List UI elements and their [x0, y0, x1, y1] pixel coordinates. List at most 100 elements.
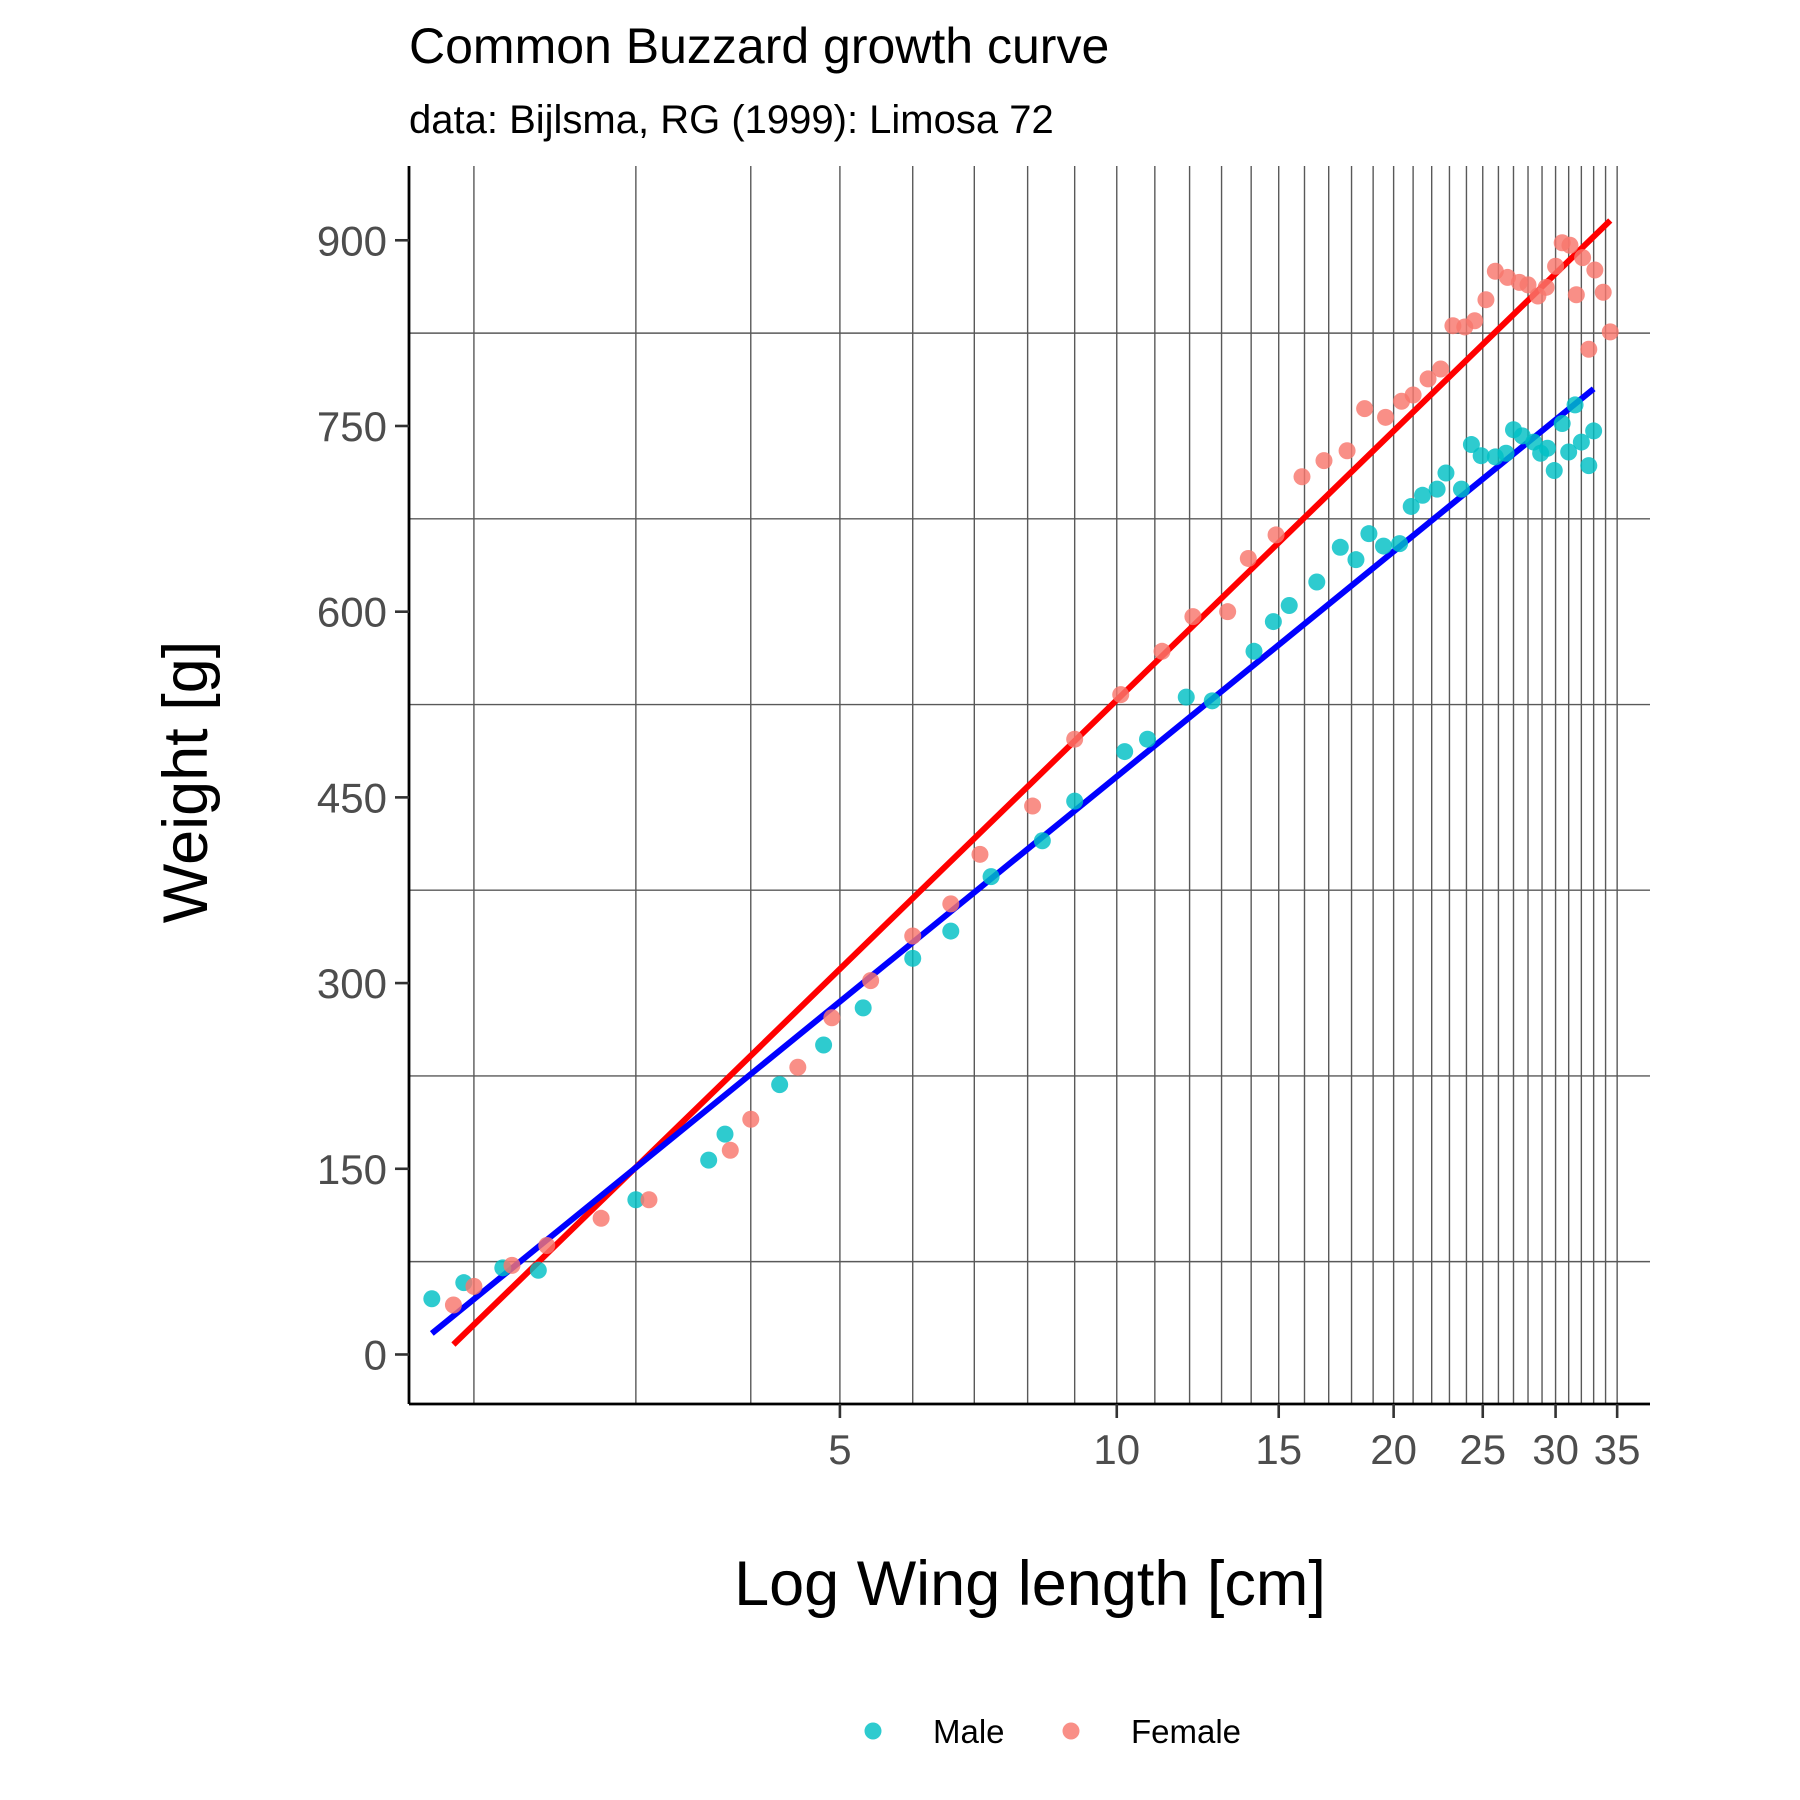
x-tick-label: 20 — [1370, 1426, 1417, 1473]
point-male — [1560, 443, 1578, 461]
point-male — [1264, 613, 1282, 631]
y-tick-label: 450 — [317, 774, 387, 821]
point-female — [1153, 642, 1171, 660]
point-male — [1308, 573, 1326, 591]
point-female — [1601, 323, 1619, 341]
point-female — [1432, 360, 1450, 378]
point-male — [423, 1290, 441, 1308]
point-female — [1024, 797, 1042, 815]
point-female — [1574, 249, 1592, 267]
point-female — [1404, 386, 1422, 404]
point-female — [789, 1058, 807, 1076]
point-male — [700, 1151, 718, 1169]
point-male — [1066, 792, 1084, 810]
point-male — [1245, 642, 1263, 660]
point-female — [1377, 408, 1395, 426]
point-male — [1452, 480, 1470, 498]
point-female — [592, 1209, 610, 1227]
point-male — [1428, 480, 1446, 498]
point-female — [1419, 370, 1437, 388]
point-male — [1280, 596, 1298, 614]
point-male — [1414, 486, 1432, 504]
point-male — [1375, 537, 1393, 555]
legend: Male Female — [864, 1713, 1241, 1750]
point-male — [1203, 692, 1221, 710]
legend-key-male — [864, 1722, 882, 1740]
point-female — [1466, 312, 1484, 330]
point-male — [1347, 551, 1365, 569]
point-male — [529, 1261, 547, 1279]
point-female — [1293, 468, 1311, 486]
x-tick-label: 5 — [828, 1426, 851, 1473]
point-male — [627, 1191, 645, 1209]
point-female — [862, 972, 880, 990]
point-male — [1116, 743, 1134, 761]
point-female — [1239, 549, 1257, 567]
y-axis-title: Weight [g] — [151, 641, 221, 924]
chart-subtitle: data: Bijlsma, RG (1999): Limosa 72 — [409, 98, 1054, 142]
point-female — [823, 1009, 841, 1027]
point-female — [1315, 452, 1333, 470]
point-female — [503, 1256, 521, 1274]
point-male — [1391, 535, 1409, 553]
point-female — [904, 927, 922, 945]
legend-key-female — [1062, 1722, 1080, 1740]
point-female — [538, 1237, 556, 1255]
point-male — [1539, 439, 1557, 457]
point-male — [1437, 464, 1455, 482]
point-female — [1519, 276, 1537, 294]
chart-title: Common Buzzard growth curve — [409, 18, 1109, 74]
x-tick-label: 35 — [1594, 1426, 1641, 1473]
point-female — [1477, 291, 1495, 309]
y-tick-label: 600 — [317, 589, 387, 636]
tick-labels: 5 10 15 20 25 30 35 0 150 300 450 600 750 900 — [317, 217, 1641, 1473]
point-female — [1537, 278, 1555, 296]
point-female — [742, 1110, 760, 1128]
x-tick-label: 15 — [1255, 1426, 1302, 1473]
point-male — [1545, 462, 1563, 480]
point-male — [771, 1076, 789, 1094]
point-male — [1585, 422, 1603, 440]
x-axis-title: Log Wing length [cm] — [734, 1549, 1326, 1619]
point-male — [1033, 832, 1051, 850]
point-male — [1360, 525, 1378, 543]
point-female — [444, 1296, 462, 1314]
point-female — [1580, 340, 1598, 358]
point-female — [640, 1191, 658, 1209]
y-tick-label: 150 — [317, 1146, 387, 1193]
point-female — [1219, 603, 1237, 621]
point-female — [971, 845, 989, 863]
y-tick-label: 900 — [317, 217, 387, 264]
point-male — [1580, 457, 1598, 475]
x-tick-label: 25 — [1459, 1426, 1506, 1473]
point-male — [1497, 444, 1515, 462]
point-male — [1402, 497, 1420, 515]
point-female — [942, 895, 960, 913]
point-male — [1462, 436, 1480, 454]
data-points — [423, 234, 1619, 1314]
point-male — [1572, 433, 1590, 451]
point-female — [1594, 283, 1612, 301]
point-female — [721, 1141, 739, 1159]
point-male — [1177, 688, 1195, 706]
point-male — [1566, 396, 1584, 414]
point-male — [904, 949, 922, 967]
point-male — [982, 868, 1000, 886]
gridlines — [409, 166, 1650, 1404]
point-female — [1267, 526, 1285, 544]
point-male — [1331, 538, 1349, 556]
point-female — [1338, 442, 1356, 460]
plot-area: 5 10 15 20 25 30 35 0 150 300 450 600 750 900 — [317, 166, 1650, 1473]
point-female — [1547, 257, 1565, 275]
y-tick-label: 750 — [317, 403, 387, 450]
point-male — [1472, 447, 1490, 465]
point-male — [716, 1125, 734, 1143]
legend-label-female: Female — [1131, 1713, 1241, 1750]
point-male — [942, 922, 960, 940]
point-male — [854, 999, 872, 1017]
point-male — [1553, 415, 1571, 433]
axes — [395, 166, 1650, 1418]
x-tick-label: 30 — [1532, 1426, 1579, 1473]
point-female — [1184, 608, 1202, 626]
